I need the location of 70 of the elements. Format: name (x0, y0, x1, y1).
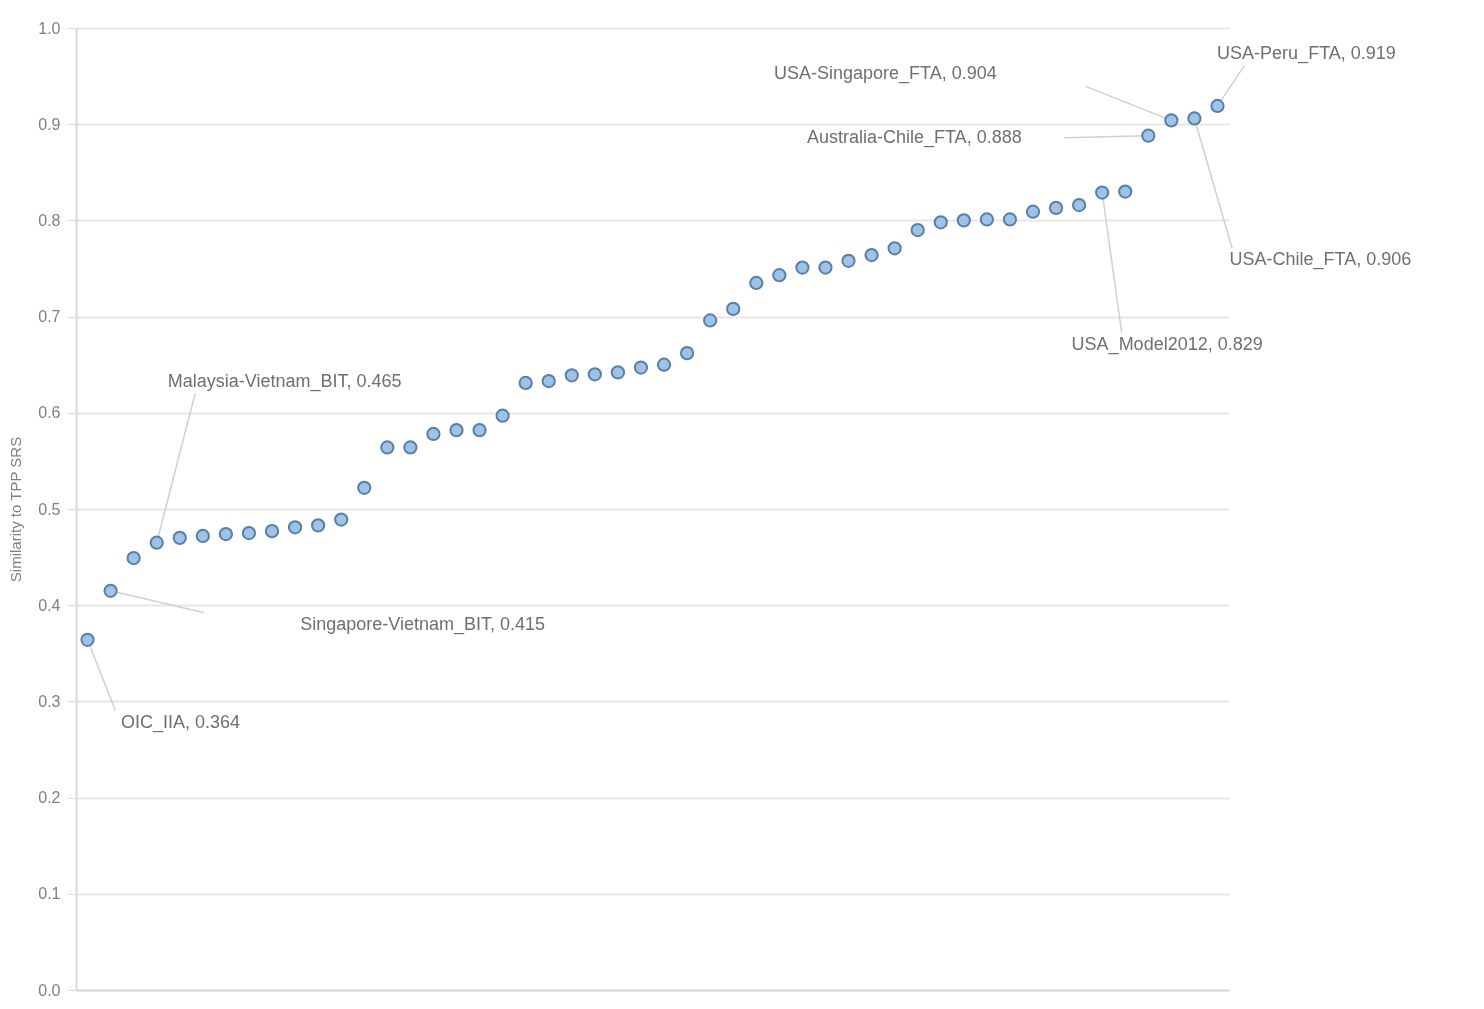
annotation: USA-Singapore_FTA, 0.904 (773, 63, 997, 85)
point (426, 426, 441, 442)
point (472, 423, 487, 438)
point (449, 423, 464, 438)
point (795, 260, 810, 275)
point (195, 528, 210, 544)
point (541, 373, 556, 389)
annotation: Malaysia-Vietnam_BIT, 0.465 (167, 370, 402, 392)
point (103, 583, 118, 598)
point (1025, 204, 1041, 219)
point (334, 512, 349, 527)
point (656, 357, 672, 372)
y-tick-label: 0.5 (38, 500, 61, 518)
point (564, 368, 579, 383)
point (1141, 128, 1156, 143)
point (979, 212, 994, 227)
point (749, 275, 764, 291)
annotation: Australia-Chile_FTA, 0.888 (806, 126, 1022, 148)
point (679, 346, 695, 361)
point (357, 480, 372, 495)
point (1002, 212, 1018, 227)
point (772, 268, 787, 283)
point (1118, 184, 1133, 199)
point (1071, 197, 1087, 213)
point (587, 367, 602, 382)
y-tick-label: 1.0 (38, 19, 61, 37)
y-tick-label: 0.2 (38, 789, 61, 807)
point (126, 550, 141, 566)
point (956, 213, 971, 228)
y-axis-title: Similarity to TPP SRS (7, 436, 25, 583)
point (818, 260, 833, 275)
point (864, 247, 879, 263)
point (933, 215, 948, 230)
point (172, 530, 187, 545)
point (633, 360, 649, 375)
annotation: USA-Peru_FTA, 0.919 (1217, 42, 1396, 64)
y-tick-label: 0.0 (38, 981, 61, 999)
point (403, 440, 418, 455)
point (1048, 200, 1064, 216)
point (80, 632, 95, 647)
y-tick-label: 0.7 (38, 308, 61, 326)
point (218, 526, 234, 542)
point (495, 408, 510, 423)
point (910, 222, 925, 238)
point (1210, 98, 1225, 114)
annotation: Singapore-Vietnam_BIT, 0.415 (300, 613, 545, 635)
point (610, 365, 626, 380)
point (380, 440, 395, 455)
point (887, 241, 902, 256)
point (1187, 111, 1202, 126)
point (1164, 113, 1179, 128)
point (518, 375, 533, 391)
point (311, 518, 326, 533)
annotation: OIC_IIA, 0.364 (120, 711, 241, 733)
y-tick-label: 0.4 (38, 596, 61, 614)
y-tick-label: 0.1 (38, 885, 61, 903)
point (287, 520, 303, 535)
text: USA-Chile_FTA, 0.906 (1229, 249, 1412, 271)
point (703, 313, 718, 328)
point (1095, 185, 1110, 200)
point (726, 301, 741, 317)
y-tick-label: 0.8 (38, 211, 61, 229)
point (841, 253, 856, 268)
y-tick-label: 0.6 (38, 404, 61, 422)
y-tick-label: 0.3 (38, 692, 61, 710)
annotation: USA_Model2012, 0.829 (1071, 333, 1263, 355)
point (241, 525, 257, 541)
point (149, 535, 164, 550)
point (264, 524, 280, 539)
y-tick-label: 0.9 (38, 115, 61, 133)
